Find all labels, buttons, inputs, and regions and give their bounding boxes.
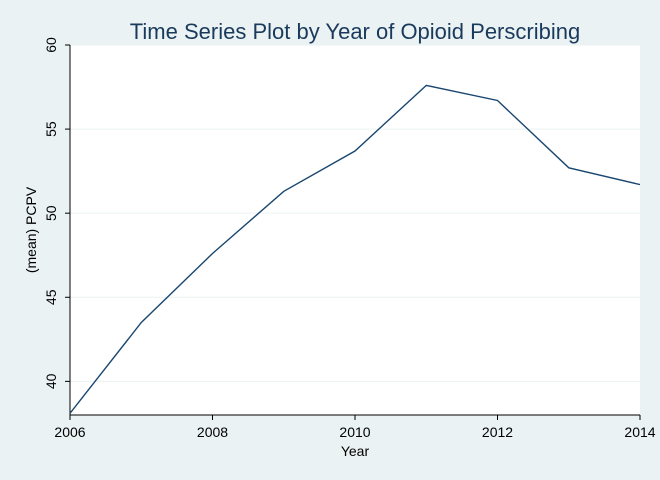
y-tick-label-55: 55 <box>43 121 59 137</box>
y-tick-label-50: 50 <box>43 205 59 221</box>
y-tick-label-60: 60 <box>43 37 59 53</box>
x-tick-label-2008: 2008 <box>197 424 228 440</box>
chart-title: Time Series Plot by Year of Opioid Persc… <box>130 19 580 44</box>
y-axis-title: (mean) PCPV <box>23 186 39 273</box>
tick-labels: 40 45 50 55 60 2006 2008 2010 2012 2014 <box>43 37 656 440</box>
y-tick-label-45: 45 <box>43 289 59 305</box>
x-tick-label-2014: 2014 <box>624 424 655 440</box>
y-tick-label-40: 40 <box>43 373 59 389</box>
x-tick-label-2010: 2010 <box>339 424 370 440</box>
x-axis-title: Year <box>341 443 370 459</box>
x-tick-label-2006: 2006 <box>54 424 85 440</box>
plot-area <box>70 45 640 415</box>
series-line <box>69 84 641 414</box>
x-tick-label-2012: 2012 <box>482 424 513 440</box>
grid-lines <box>70 44 640 382</box>
axes <box>65 44 641 420</box>
